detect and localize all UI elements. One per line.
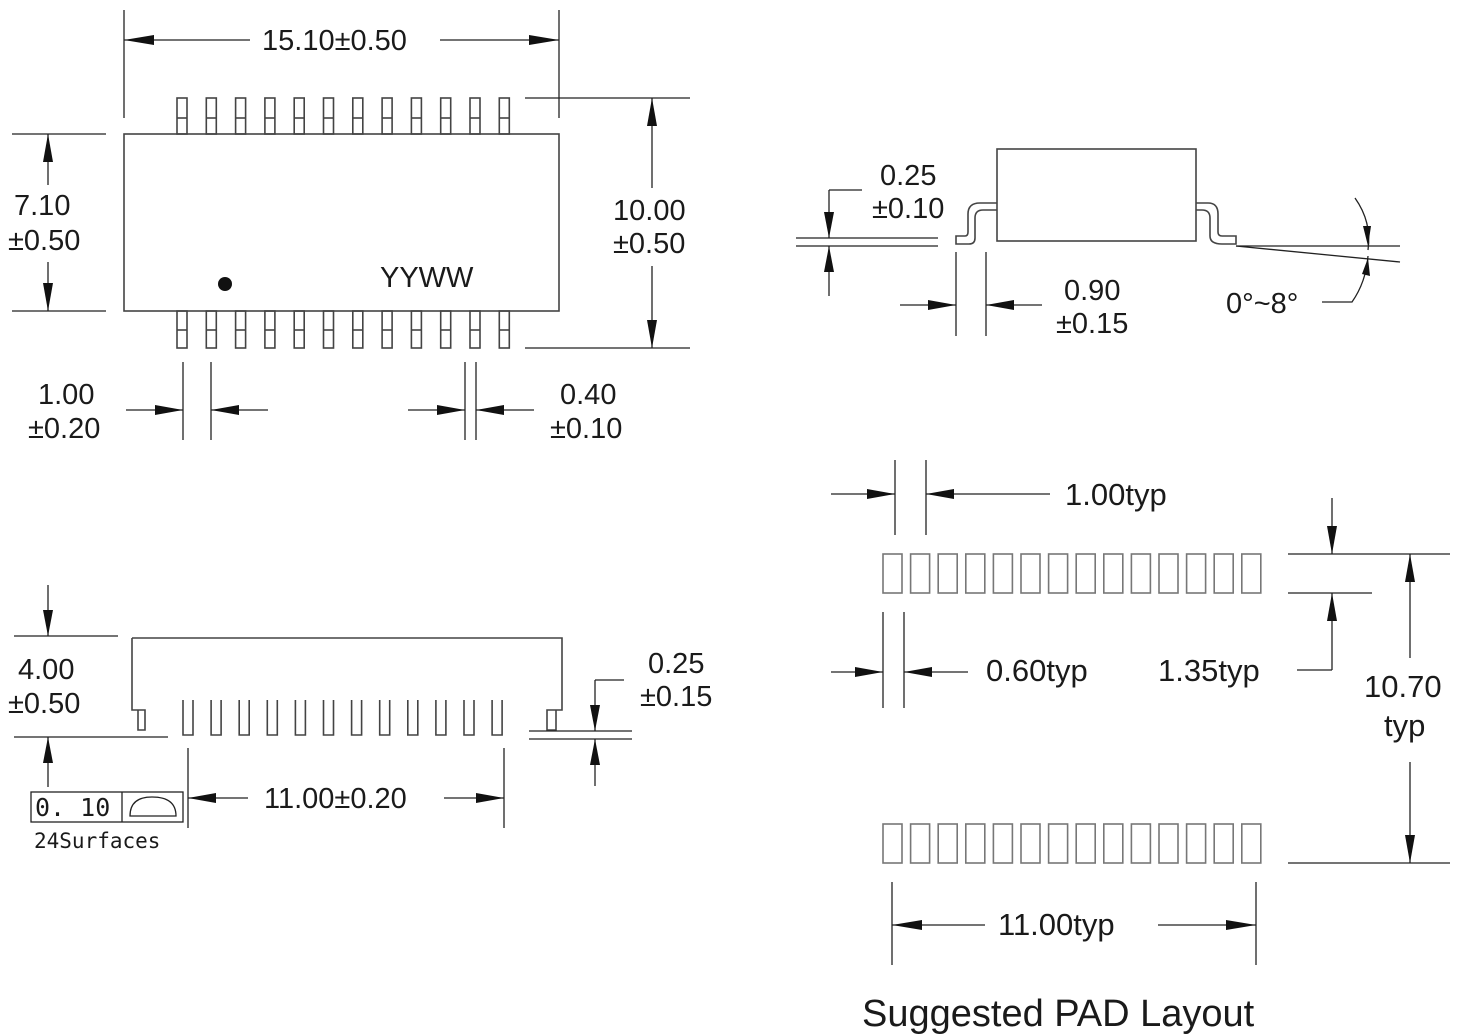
pad-bottom (1158, 823, 1179, 864)
overall-height-tolerance: ±0.50 (613, 228, 685, 260)
marking-text: YYWW (380, 262, 474, 294)
pin1-marker (218, 277, 232, 291)
side-lead (210, 700, 222, 736)
pad-bottom (882, 823, 903, 864)
left-gull-lead (955, 202, 997, 245)
pad-bottom (937, 823, 959, 864)
lead-width-tolerance: ±0.10 (550, 413, 622, 445)
pad-top (909, 553, 931, 594)
pad-bottom (1185, 823, 1207, 864)
pitch-value: 1.00 (38, 379, 94, 411)
pad-top (964, 553, 986, 594)
height-tolerance: ±0.50 (8, 688, 80, 720)
foot-length-tolerance: ±0.15 (1056, 308, 1128, 340)
side-lead (322, 700, 335, 736)
lead-detail: 0°~8° 0.25 ±0.10 0.90 ±0.15 (796, 148, 1401, 340)
profile-symbol (129, 796, 177, 817)
side-view: 4.00 ±0.50 0.25 ±0.15 11.00±0.20 0. 10 2… (8, 585, 712, 853)
side-lead (463, 700, 475, 736)
pad-top (1075, 553, 1096, 594)
coplanarity-frame (30, 791, 184, 823)
side-lead (378, 700, 391, 736)
pitch-tolerance: ±0.20 (28, 413, 100, 445)
side-lead (491, 700, 503, 736)
pad-top (992, 553, 1014, 594)
pad-bottom (1241, 823, 1262, 864)
height-value: 4.00 (18, 654, 74, 686)
side-lead (294, 700, 307, 736)
side-lead (182, 700, 194, 736)
pad-bottom (1213, 823, 1234, 864)
pad-row-top (882, 553, 1262, 594)
bottom-leads (176, 310, 511, 349)
lead-top (351, 97, 364, 135)
pad-layout: 1.00typ 0.60typ 1.35typ 10.70 typ (831, 460, 1450, 1035)
side-lead (350, 700, 363, 736)
pad-top (882, 553, 903, 594)
pad-bottom (909, 823, 931, 864)
lead-top (439, 97, 452, 135)
package-body (123, 133, 560, 312)
side-leads (182, 700, 503, 736)
detail-body (996, 148, 1197, 242)
pad-bottom (1075, 823, 1096, 864)
lead-top (322, 97, 335, 135)
thickness-tolerance: ±0.10 (872, 193, 944, 225)
pad-bottom (1103, 823, 1124, 864)
pad-top (1047, 553, 1069, 594)
pad-pitch: 1.00typ (1065, 477, 1167, 512)
lead-top (234, 97, 247, 135)
body-height-tolerance: ±0.50 (8, 225, 80, 257)
pad-bottom (1047, 823, 1069, 864)
foot-length-value: 0.90 (1064, 275, 1120, 307)
pad-top (1130, 553, 1152, 594)
overall-height-value: 10.00 (613, 195, 686, 227)
pad-span: 11.00typ (998, 907, 1115, 942)
lead-top (381, 97, 393, 135)
pad-top (1103, 553, 1124, 594)
pad-bottom (1130, 823, 1152, 864)
pad-top (937, 553, 959, 594)
row-spacing-value: 10.70 (1364, 669, 1442, 704)
standoff-value: 0.25 (648, 648, 704, 680)
lead-top (293, 97, 306, 135)
pad-length: 1.35typ (1158, 653, 1260, 688)
thickness-value: 0.25 (880, 160, 936, 192)
pad-top (1185, 553, 1207, 594)
side-lead (407, 700, 419, 736)
side-lead (266, 700, 279, 736)
pad-row-bottom (882, 823, 1262, 864)
side-body (131, 637, 563, 731)
top-leads (176, 97, 511, 135)
standoff-tolerance: ±0.15 (640, 681, 712, 713)
lead-top (498, 97, 511, 135)
pad-top (1158, 553, 1179, 594)
pad-width: 0.60typ (986, 653, 1088, 688)
lead-top (264, 97, 276, 135)
side-lead (435, 700, 447, 736)
pad-bottom (992, 823, 1014, 864)
body-height-value: 7.10 (14, 190, 70, 222)
lead-top (205, 97, 218, 135)
pad-layout-title: Suggested PAD Layout (862, 993, 1255, 1035)
pad-bottom (964, 823, 986, 864)
lead-width-value: 0.40 (560, 379, 616, 411)
lead-top (410, 97, 423, 135)
top-view: YYWW 15.10±0.50 7.10 ±0.50 10.00 ±0.50 (8, 10, 690, 445)
pad-top (1213, 553, 1234, 594)
right-gull-lead (1196, 202, 1237, 245)
coplanarity-value: 0. 10 (35, 793, 110, 822)
lead-top (469, 97, 481, 135)
side-lead (238, 700, 250, 736)
pad-top (1241, 553, 1262, 594)
lead-span-dimension: 11.00±0.20 (264, 783, 407, 815)
width-dimension: 15.10±0.50 (262, 25, 407, 57)
lead-top (176, 97, 188, 135)
coplanarity-note: 24Surfaces (34, 829, 160, 853)
row-spacing-unit: typ (1384, 708, 1425, 743)
pad-top (1020, 553, 1041, 594)
pad-bottom (1020, 823, 1041, 864)
lead-angle: 0°~8° (1226, 288, 1298, 320)
